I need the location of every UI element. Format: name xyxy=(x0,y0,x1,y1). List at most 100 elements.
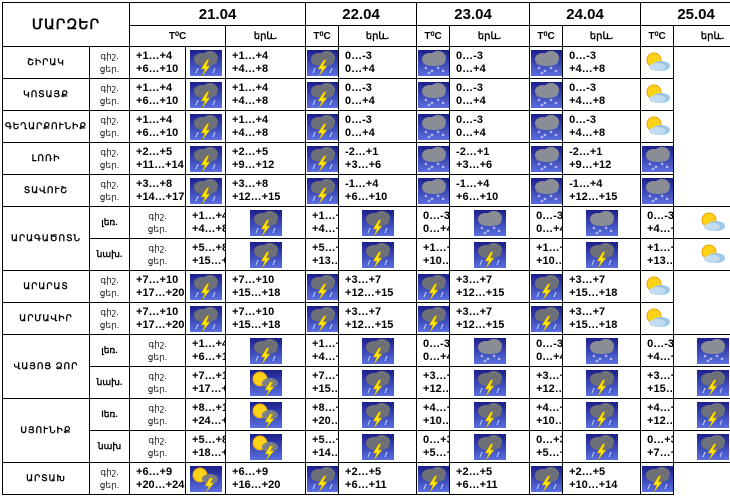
snow-icon: * * * * * xyxy=(416,46,451,79)
sun-storm-icon xyxy=(225,366,307,399)
time-label-top: գիշ. xyxy=(100,114,119,125)
temperature-range: -2…+1 +3…+6 xyxy=(449,142,531,175)
temperature-range-bottom: +4…+8 xyxy=(647,350,673,363)
date-header: 24.04 xyxy=(529,2,642,26)
temperature-range-top: +3…+8 xyxy=(136,177,173,190)
temperature-range-bottom: +12…+15 xyxy=(345,318,394,331)
region-name: ԼՈՌԻ xyxy=(2,142,90,175)
temperature-range-top: -1…+4 xyxy=(345,177,379,190)
temperature-range-top: +7…+10 xyxy=(136,273,179,286)
snow-icon: * * * * * xyxy=(562,334,642,367)
temperature-range-top: +1…+4 xyxy=(232,81,269,94)
temperature-range-bottom: +9…+12 xyxy=(232,158,275,171)
temperature-range: +3…+7+15…+18 xyxy=(562,270,642,303)
storm-icon xyxy=(338,430,418,463)
svg-text:*: * xyxy=(604,354,607,361)
time-label-top: գիշ. xyxy=(100,82,119,93)
time-label: գիշ. ցեր. xyxy=(88,302,131,335)
time-label: գիշ. ցեր. xyxy=(129,366,187,399)
temperature-range-top: +8…+11 xyxy=(192,401,225,414)
storm-icon xyxy=(305,142,340,175)
temperature-range-bottom: +20…+23 xyxy=(312,414,338,427)
date-header: 23.04 xyxy=(416,2,531,26)
time-label-top: գիշ. xyxy=(100,466,119,477)
svg-text:*: * xyxy=(550,130,553,137)
storm-icon xyxy=(185,46,227,79)
svg-text:*: * xyxy=(544,133,547,140)
temperature-range: +1…+4+4…+8 xyxy=(305,206,340,239)
time-label-top: գիշ. xyxy=(100,146,119,157)
svg-text:*: * xyxy=(538,66,541,73)
storm-icon xyxy=(529,270,564,303)
temperature-range-bottom: +12…+15 xyxy=(232,190,281,203)
temperature-range-bottom: +12…+15 xyxy=(569,190,618,203)
temperature-range: +3…+7+15…+18 xyxy=(640,366,675,399)
svg-text:*: * xyxy=(538,130,541,137)
temperature-range: +2…+5 +6…+11 xyxy=(449,462,531,495)
date-header: 25.04 xyxy=(640,2,730,26)
temperature-range-top: 0…-3 xyxy=(456,49,483,62)
svg-text:*: * xyxy=(649,162,652,169)
temperature-range-top: +2…+5 xyxy=(569,465,606,478)
region-name: ՏԱՎՈՒՇ xyxy=(2,174,90,207)
temperature-range: +5…+8+18…+23 xyxy=(185,430,227,463)
regions-header: ՄԱՐԶԵՐ xyxy=(1,2,131,47)
temperature-range-bottom: +15…+18 xyxy=(192,254,225,267)
temperature-range-top: 0…-3 xyxy=(345,49,372,62)
svg-text:*: * xyxy=(480,354,483,361)
subregion-name: լեռ. xyxy=(88,334,131,367)
time-label: գիշ. ցեր. xyxy=(129,206,187,239)
storm-icon xyxy=(529,302,564,335)
temperature-range-bottom: +4…+8 xyxy=(232,94,269,107)
storm-icon xyxy=(305,174,340,207)
svg-text:*: * xyxy=(709,357,712,364)
snow-icon: * * * * * xyxy=(529,110,564,143)
snow-icon: * * * * * xyxy=(449,206,531,239)
temperature-range-top: +2…+5 xyxy=(136,145,173,158)
temperature-range-bottom: +12…+17 xyxy=(647,414,673,427)
temperature-range-bottom: 0…+4 xyxy=(536,222,562,235)
storm-icon xyxy=(305,78,340,111)
temperature-range: +1…+4+4…+8 xyxy=(305,334,340,367)
snow-icon: * * * * * xyxy=(416,110,451,143)
temperature-range-bottom: +13…+16 xyxy=(647,254,673,267)
svg-text:*: * xyxy=(437,66,440,73)
snow-icon: * * * * * xyxy=(529,46,564,79)
svg-text:*: * xyxy=(595,359,598,364)
storm-icon xyxy=(562,238,642,271)
temperature-range-bottom: +17…+20 xyxy=(136,318,185,331)
svg-text:*: * xyxy=(661,194,664,201)
time-label-bottom: ցեր. xyxy=(99,287,120,298)
snow-icon: * * * * * xyxy=(529,78,564,111)
temperature-range-bottom: +15…+18 xyxy=(647,382,673,395)
time-label-top: գիշ. xyxy=(148,210,167,221)
svg-text:*: * xyxy=(598,357,601,364)
temperature-range-bottom: +4…+8 xyxy=(232,62,269,75)
forecast-row: նախ.գիշ.ցեր.+5…+8+15…+18+5…+8+13…+16+1…+… xyxy=(3,238,730,271)
temperature-range-top: +3…+7 xyxy=(569,273,606,286)
temperature-range: +7…+10+15…+18 xyxy=(225,270,307,303)
temperature-range-top: 0…-3 xyxy=(569,81,596,94)
snow-icon: * * * * * xyxy=(673,334,730,367)
svg-text:*: * xyxy=(442,133,445,140)
svg-text:*: * xyxy=(595,231,598,236)
temperature-range-top: +3…+7 xyxy=(536,369,562,382)
time-label-top: գիշ. xyxy=(100,274,119,285)
svg-text:*: * xyxy=(706,359,709,364)
svg-text:*: * xyxy=(649,194,652,201)
temperature-range-bottom: +16…+20 xyxy=(232,478,281,491)
svg-text:*: * xyxy=(661,162,664,169)
phenomena-header: երև. xyxy=(562,25,642,47)
temperature-range-top: 0…+3 xyxy=(536,433,562,446)
svg-text:*: * xyxy=(541,167,544,172)
svg-text:*: * xyxy=(492,226,495,233)
temperature-range-top: 0…-3 xyxy=(647,337,674,350)
temperature-range-bottom: +15…+18 xyxy=(312,382,338,395)
time-label: գիշ. ցեր. xyxy=(129,398,187,431)
storm-icon xyxy=(562,430,642,463)
svg-text:*: * xyxy=(598,229,601,236)
svg-text:*: * xyxy=(483,231,486,236)
time-label-top: գիշ. xyxy=(100,50,119,61)
